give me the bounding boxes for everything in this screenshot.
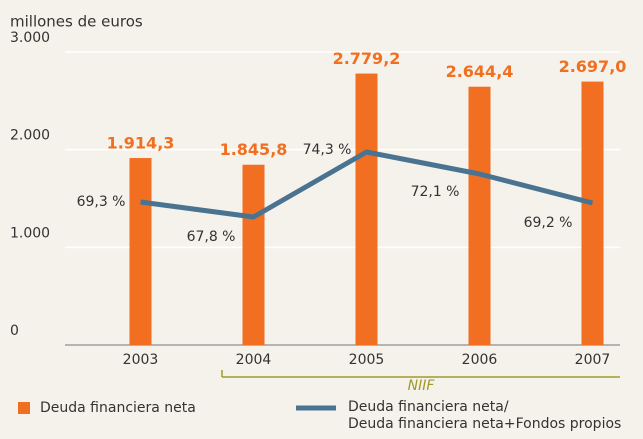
data-label: 2.779,2 <box>333 49 401 68</box>
data-label: 1.914,3 <box>107 134 175 153</box>
bar <box>468 86 491 345</box>
x-tick-label: 2003 <box>123 352 159 368</box>
bar <box>129 158 152 345</box>
x-tick-label: 2007 <box>575 352 611 368</box>
y-tick-label: 1.000 <box>10 225 50 241</box>
y-tick-label: 2.000 <box>10 128 50 144</box>
x-tick-label: 2004 <box>236 352 272 368</box>
data-label: 2.644,4 <box>446 62 514 81</box>
data-label: 72,1 % <box>411 184 460 200</box>
data-label: 69,3 % <box>77 194 126 210</box>
data-label: 1.845,8 <box>220 140 288 159</box>
x-tick-label: 2005 <box>349 352 385 368</box>
line <box>140 149 594 220</box>
y-tick-label: 0 <box>10 323 19 339</box>
bar <box>581 81 604 345</box>
data-label: 74,3 % <box>303 142 352 158</box>
annotation: NIIF <box>408 378 436 394</box>
legend-label: Deuda financiera neta <box>40 400 196 416</box>
bar <box>355 73 378 346</box>
x-tick-label: 2006 <box>462 352 498 368</box>
data-label: 69,2 % <box>524 215 573 231</box>
axis-label: millones de euros <box>10 13 143 31</box>
bar <box>242 164 265 345</box>
data-label: 2.697,0 <box>559 57 627 76</box>
data-label: 67,8 % <box>187 229 236 245</box>
y-tick-label: 3.000 <box>10 30 50 46</box>
legend-swatch <box>18 402 30 414</box>
legend-label: Deuda financiera neta/ Deuda financiera … <box>348 399 622 432</box>
